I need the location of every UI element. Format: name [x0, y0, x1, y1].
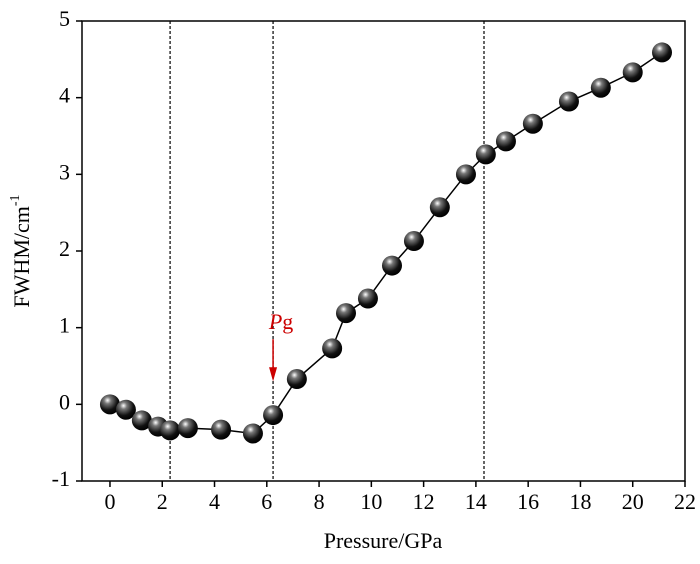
y-tick-label: -1: [52, 466, 70, 491]
marker: [115, 399, 136, 420]
marker: [403, 231, 424, 252]
y-tick-label: 0: [59, 389, 70, 414]
y-tick-label: 1: [59, 313, 70, 338]
marker: [455, 164, 476, 185]
x-tick-label: 22: [674, 489, 696, 514]
marker: [335, 303, 356, 324]
x-tick-label: 4: [209, 489, 220, 514]
y-tick-label: 2: [59, 236, 70, 261]
marker: [522, 113, 543, 134]
y-axis-label-sup: -1: [8, 194, 23, 206]
marker: [357, 288, 378, 309]
marker: [131, 410, 152, 431]
y-axis-label-main: FWHM/cm: [9, 206, 34, 307]
x-tick-label: 14: [465, 489, 487, 514]
x-tick-label: 10: [360, 489, 382, 514]
x-tick-label: 2: [157, 489, 168, 514]
marker: [429, 197, 450, 218]
marker: [381, 255, 402, 276]
marker: [622, 62, 643, 83]
marker: [99, 394, 120, 415]
x-tick-label: 6: [261, 489, 272, 514]
x-tick-label: 18: [569, 489, 591, 514]
marker: [160, 420, 181, 441]
marker: [558, 91, 579, 112]
x-axis-label: Pressure/GPa: [324, 528, 443, 553]
y-tick-label: 5: [59, 6, 70, 31]
marker: [322, 338, 343, 359]
annotation: Pg: [268, 309, 293, 334]
marker: [286, 369, 307, 390]
x-tick-label: 16: [517, 489, 539, 514]
y-tick-label: 3: [59, 159, 70, 184]
y-tick-label: 4: [59, 83, 70, 108]
marker: [177, 418, 198, 439]
marker: [211, 419, 232, 440]
marker: [263, 405, 284, 426]
annotation-arrowhead: [269, 367, 278, 382]
marker: [590, 77, 611, 98]
marker: [242, 423, 263, 444]
x-tick-label: 12: [413, 489, 435, 514]
marker: [651, 42, 672, 63]
annotation-g: g: [282, 309, 293, 334]
x-tick-label: 8: [314, 489, 325, 514]
y-axis-label: FWHM/cm-1: [8, 194, 34, 307]
x-tick-label: 20: [622, 489, 644, 514]
line: [109, 51, 663, 435]
marker: [495, 131, 516, 152]
x-tick-label: 0: [104, 489, 115, 514]
marker: [475, 144, 496, 165]
annotation-p: P: [268, 309, 282, 334]
